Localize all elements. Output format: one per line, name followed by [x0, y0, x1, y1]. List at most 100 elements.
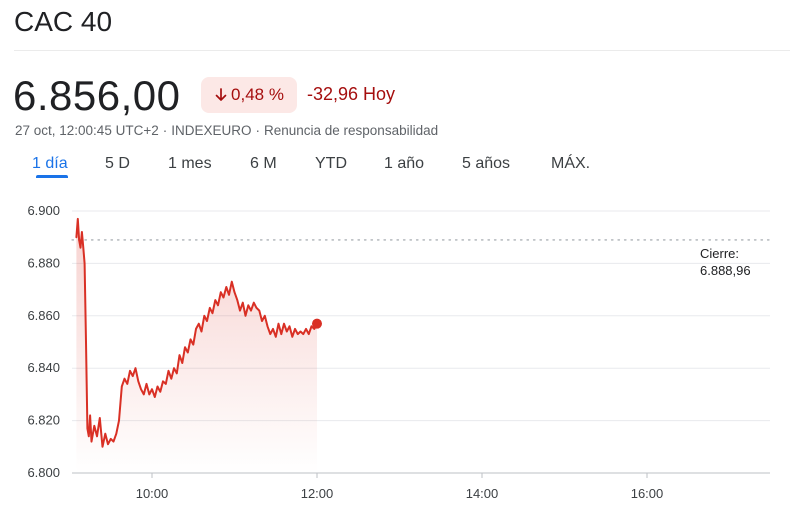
data-point[interactable]	[179, 354, 181, 356]
data-point[interactable]	[203, 315, 205, 317]
data-point[interactable]	[280, 333, 282, 335]
data-point[interactable]	[91, 441, 93, 443]
data-point[interactable]	[121, 386, 123, 388]
tab-max[interactable]: MÁX.	[551, 155, 591, 172]
data-point[interactable]	[212, 312, 214, 314]
data-point[interactable]	[102, 446, 104, 448]
data-point[interactable]	[278, 323, 280, 325]
data-point[interactable]	[305, 328, 307, 330]
data-point[interactable]	[214, 299, 216, 301]
data-point[interactable]	[258, 310, 260, 312]
data-point[interactable]	[269, 333, 271, 335]
tab-1-year[interactable]: 1 año	[384, 155, 425, 172]
data-point[interactable]	[85, 341, 87, 343]
data-point[interactable]	[104, 433, 106, 435]
data-point[interactable]	[223, 297, 225, 299]
data-point[interactable]	[126, 383, 128, 385]
data-point[interactable]	[272, 328, 274, 330]
disclaimer-link[interactable]: Renuncia de responsabilidad	[263, 123, 439, 138]
data-point[interactable]	[135, 367, 137, 369]
data-point[interactable]	[289, 325, 291, 327]
data-point[interactable]	[124, 378, 126, 380]
data-point[interactable]	[311, 325, 313, 327]
data-point[interactable]	[96, 435, 98, 437]
data-point[interactable]	[115, 433, 117, 435]
data-point[interactable]	[143, 393, 145, 395]
data-point[interactable]	[176, 372, 178, 374]
data-point[interactable]	[300, 331, 302, 333]
data-point[interactable]	[110, 438, 112, 440]
data-point[interactable]	[283, 323, 285, 325]
data-point[interactable]	[140, 388, 142, 390]
data-point[interactable]	[154, 396, 156, 398]
data-point[interactable]	[173, 367, 175, 369]
data-point[interactable]	[89, 414, 91, 416]
tab-ytd[interactable]: YTD	[315, 155, 347, 172]
data-point[interactable]	[190, 338, 192, 340]
data-point[interactable]	[247, 304, 249, 306]
data-point[interactable]	[88, 435, 90, 437]
data-point[interactable]	[82, 247, 84, 249]
data-point[interactable]	[77, 218, 79, 220]
data-point[interactable]	[302, 333, 304, 335]
price-chart[interactable]: 6.900 6.880 6.860 6.840 6.820 6.800 10:00 12:00…	[0, 195, 800, 511]
data-point[interactable]	[308, 333, 310, 335]
tab-1-month[interactable]: 1 mes	[168, 155, 212, 172]
data-point[interactable]	[209, 307, 211, 309]
data-point[interactable]	[198, 323, 200, 325]
data-point[interactable]	[137, 380, 139, 382]
data-point[interactable]	[261, 320, 263, 322]
data-point[interactable]	[162, 380, 164, 382]
data-point[interactable]	[129, 370, 131, 372]
data-point[interactable]	[187, 352, 189, 354]
data-point[interactable]	[297, 333, 299, 335]
data-point[interactable]	[264, 315, 266, 317]
data-point[interactable]	[118, 420, 120, 422]
data-point[interactable]	[159, 391, 161, 393]
data-point[interactable]	[234, 291, 236, 293]
data-point[interactable]	[184, 346, 186, 348]
tab-5-days[interactable]: 5 D	[105, 155, 130, 172]
data-point[interactable]	[75, 236, 77, 238]
data-point[interactable]	[206, 320, 208, 322]
data-point[interactable]	[250, 310, 252, 312]
data-point[interactable]	[239, 310, 241, 312]
data-point[interactable]	[84, 262, 86, 264]
data-point[interactable]	[181, 362, 183, 364]
data-point[interactable]	[294, 328, 296, 330]
data-point[interactable]	[170, 378, 172, 380]
data-point[interactable]	[168, 370, 170, 372]
data-point[interactable]	[81, 231, 83, 233]
data-point[interactable]	[201, 331, 203, 333]
data-point[interactable]	[107, 443, 109, 445]
data-point[interactable]	[192, 344, 194, 346]
data-point[interactable]	[286, 331, 288, 333]
data-point[interactable]	[93, 425, 95, 427]
data-point[interactable]	[86, 428, 88, 430]
data-point[interactable]	[78, 239, 80, 241]
data-point[interactable]	[132, 375, 134, 377]
data-point[interactable]	[245, 315, 247, 317]
data-point[interactable]	[236, 299, 238, 301]
tab-5-years[interactable]: 5 años	[462, 155, 511, 172]
data-point[interactable]	[231, 281, 233, 283]
data-point[interactable]	[267, 325, 269, 327]
data-point[interactable]	[275, 336, 277, 338]
data-point[interactable]	[253, 302, 255, 304]
data-point[interactable]	[146, 383, 148, 385]
data-point[interactable]	[195, 328, 197, 330]
data-point[interactable]	[151, 388, 153, 390]
data-point[interactable]	[291, 336, 293, 338]
data-point[interactable]	[99, 417, 101, 419]
data-point[interactable]	[217, 304, 219, 306]
data-point[interactable]	[228, 294, 230, 296]
data-point[interactable]	[113, 441, 115, 443]
data-point[interactable]	[256, 307, 258, 309]
data-point[interactable]	[225, 286, 227, 288]
tab-1-day[interactable]: 1 día	[32, 155, 68, 172]
data-point[interactable]	[220, 291, 222, 293]
data-point[interactable]	[148, 393, 150, 395]
tab-6-months[interactable]: 6 M	[250, 155, 277, 172]
data-point[interactable]	[157, 386, 159, 388]
data-point[interactable]	[165, 383, 167, 385]
